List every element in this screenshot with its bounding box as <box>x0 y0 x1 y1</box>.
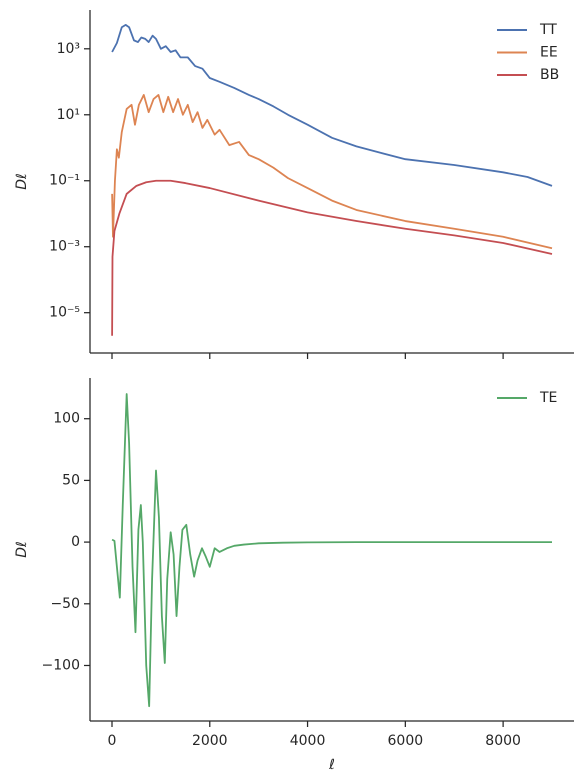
legend-label: TE <box>539 390 557 406</box>
y-tick-label: 10⁻³ <box>49 239 80 255</box>
legend-label: TT <box>539 22 557 38</box>
x-tick-label: 4000 <box>290 733 326 749</box>
data-line <box>111 179 553 336</box>
x-tick-label: 2000 <box>192 733 228 749</box>
x-axis-label: ℓ <box>328 757 335 773</box>
y-tick-label: 10⁻¹ <box>49 173 80 189</box>
y-axis-label: Dℓ <box>14 173 30 190</box>
y-tick-label: 0 <box>71 534 80 550</box>
x-tick-label: 8000 <box>485 733 521 749</box>
y-tick-label: 10³ <box>57 41 80 57</box>
y-tick-label: 50 <box>62 472 80 488</box>
data-line <box>111 393 552 708</box>
data-line <box>111 24 553 187</box>
legend-label: EE <box>540 45 558 61</box>
y-tick-label: 100 <box>53 411 80 427</box>
y-tick-label: −100 <box>42 657 80 673</box>
data-line <box>111 94 553 250</box>
x-tick-label: 0 <box>108 733 117 749</box>
x-tick-label: 6000 <box>388 733 424 749</box>
y-tick-label: −50 <box>50 596 80 612</box>
y-tick-label: 10⁻⁵ <box>49 305 80 321</box>
y-tick-label: 10¹ <box>57 107 80 123</box>
y-axis-label: Dℓ <box>14 541 30 558</box>
legend-label: BB <box>540 67 559 83</box>
